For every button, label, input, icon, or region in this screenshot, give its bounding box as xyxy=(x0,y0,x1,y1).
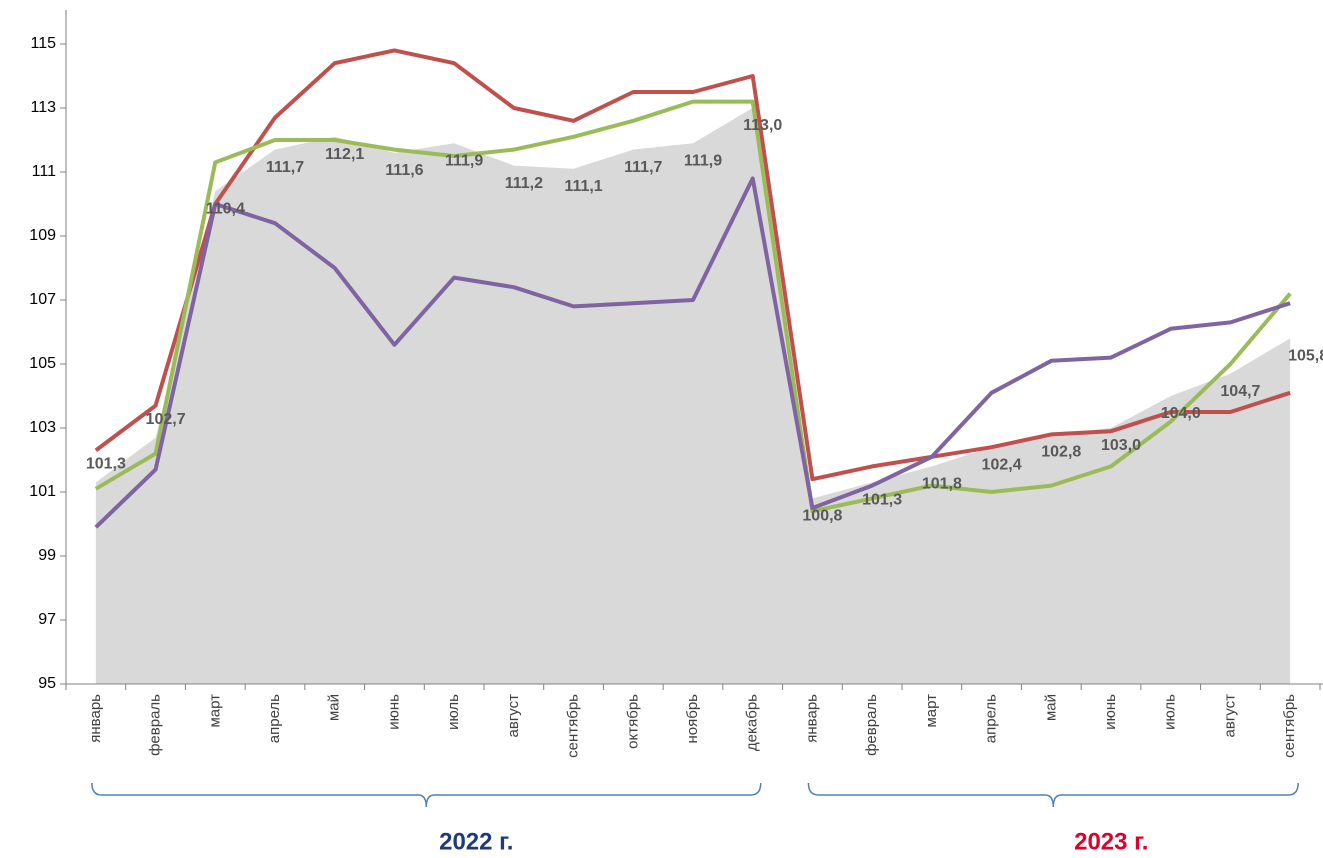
x-tick-label: октябрь xyxy=(624,694,641,749)
value-label: 101,8 xyxy=(922,476,962,493)
value-label: 111,7 xyxy=(624,159,662,176)
x-tick-label: ноябрь xyxy=(684,694,701,744)
x-tick-label: июль xyxy=(445,694,462,730)
x-tick-label: январь xyxy=(803,694,820,743)
x-tick-label: март xyxy=(923,694,940,728)
value-label: 111,6 xyxy=(385,162,423,179)
y-tick-label: 97 xyxy=(38,611,56,628)
value-label: 102,7 xyxy=(146,411,186,428)
x-tick-label: февраль xyxy=(147,694,164,756)
x-tick-label: август xyxy=(505,694,522,738)
value-label: 111,7 xyxy=(266,159,304,176)
line xyxy=(94,48,1291,482)
value-label: 111,9 xyxy=(684,152,722,169)
value-label: 111,1 xyxy=(564,178,602,195)
value-label: 102,4 xyxy=(982,456,1022,473)
value-label: 112,1 xyxy=(325,146,364,163)
value-label: 104,0 xyxy=(1161,405,1201,422)
x-tick-label: март xyxy=(206,694,223,728)
x-tick-label: июнь xyxy=(1102,694,1119,730)
value-label: 111,9 xyxy=(445,152,483,169)
x-tick-label: апрель xyxy=(983,694,1000,743)
value-label: 100,8 xyxy=(802,508,842,525)
x-tick-label: апрель xyxy=(266,694,283,743)
value-label: 101,3 xyxy=(86,456,126,473)
year-label: 2023 г. xyxy=(1074,828,1148,855)
y-tick-label: 113 xyxy=(30,99,56,116)
x-tick-label: декабрь xyxy=(744,694,761,751)
x-tick-label: июнь xyxy=(385,694,402,730)
y-tick-label: 111 xyxy=(32,163,56,180)
value-label: 111,2 xyxy=(505,175,543,192)
y-tick-label: 101 xyxy=(29,483,56,500)
area xyxy=(95,108,1291,684)
line xyxy=(94,99,1292,514)
x-tick-label: февраль xyxy=(863,694,880,756)
x-tick-label: сентябрь xyxy=(1281,694,1298,758)
x-tick-label: июль xyxy=(1162,694,1179,730)
y-tick-label: 105 xyxy=(29,355,56,372)
x-tick-label: май xyxy=(1042,694,1059,721)
y-tick-label: 103 xyxy=(29,419,56,436)
value-label: 101,3 xyxy=(862,492,902,509)
value-label: 102,8 xyxy=(1041,444,1081,461)
x-tick-label: январь xyxy=(87,694,104,743)
y-tick-label: 115 xyxy=(30,35,56,52)
y-tick-label: 109 xyxy=(29,227,56,244)
x-tick-label: август xyxy=(1221,694,1238,738)
y-tick-label: 107 xyxy=(29,291,56,308)
bracket xyxy=(91,782,762,808)
value-label: 110,4 xyxy=(206,200,245,217)
bracket xyxy=(807,782,1299,808)
year-label: 2022 г. xyxy=(439,828,513,855)
value-label: 104,7 xyxy=(1220,383,1260,400)
value-label: 113,0 xyxy=(743,117,782,134)
y-tick-label: 95 xyxy=(38,675,56,692)
value-label: 105,8 xyxy=(1288,348,1323,365)
value-label: 103,0 xyxy=(1101,437,1141,454)
y-tick-label: 99 xyxy=(38,547,56,564)
line xyxy=(94,176,1291,529)
x-tick-label: май xyxy=(326,694,343,721)
x-tick-label: сентябрь xyxy=(565,694,582,758)
